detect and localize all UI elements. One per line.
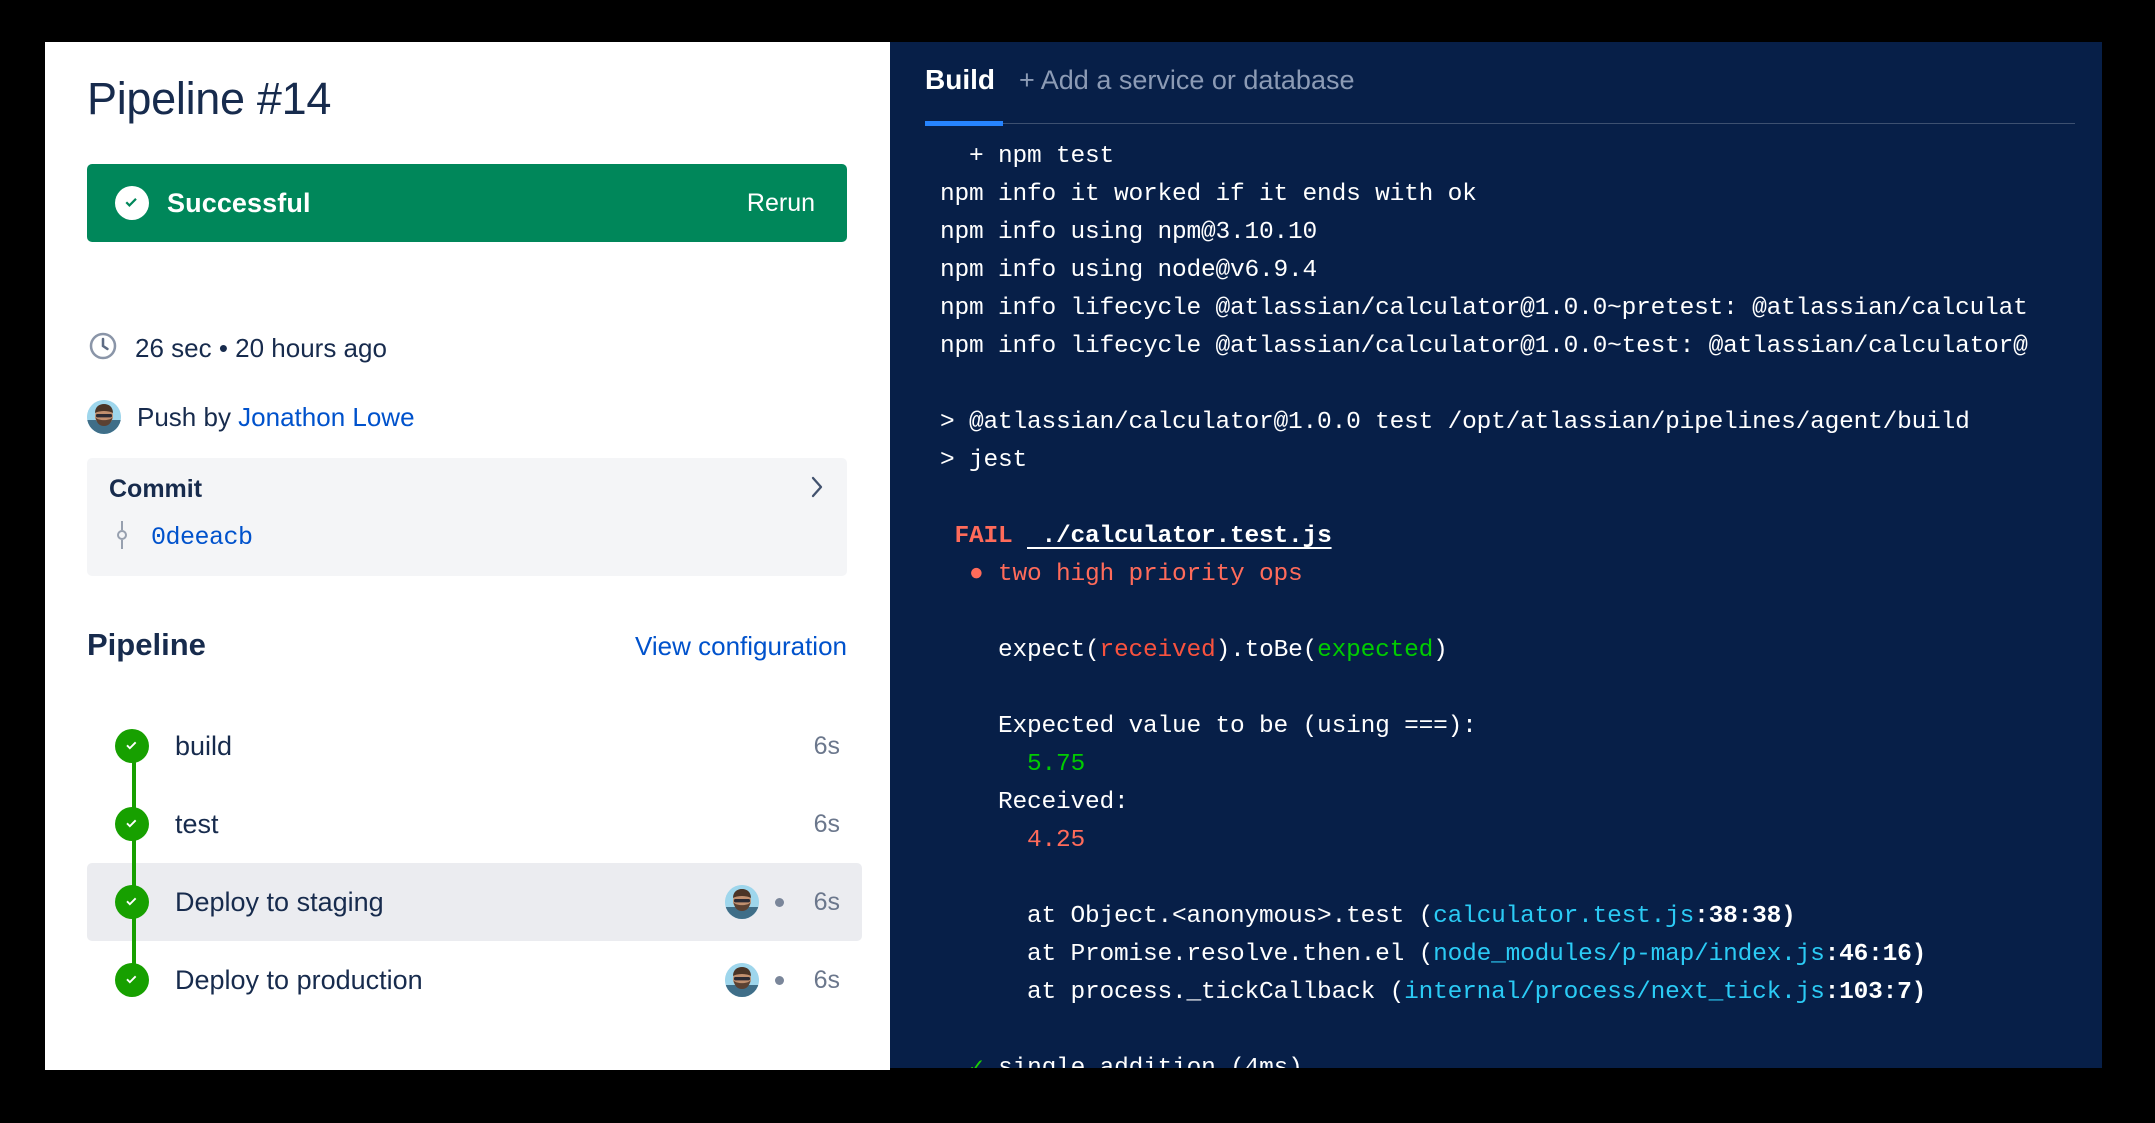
- step-separator-dot: [775, 975, 784, 985]
- pipeline-header: Pipeline View configuration: [87, 627, 847, 663]
- log-failing-test-name: ● two high priority ops: [940, 561, 1303, 588]
- log-stack-frame: at Object.<anonymous>.test (calculator.t…: [940, 903, 1796, 930]
- log-line: npm info using node@v6.9.4: [940, 257, 1318, 284]
- log-line: Expected value to be (using ===):: [940, 713, 1477, 740]
- rerun-button[interactable]: Rerun: [743, 183, 819, 224]
- step-duration: 6s: [813, 965, 840, 994]
- log-blank-line: [940, 860, 2102, 898]
- log-line: npm info it worked if it ends with ok: [940, 181, 1477, 208]
- step-success-icon: [115, 729, 149, 763]
- duration-row: 26 sec • 20 hours ago: [87, 330, 387, 367]
- log-line: > @atlassian/calculator@1.0.0 test /opt/…: [940, 409, 1970, 436]
- step-avatar: [725, 885, 759, 919]
- log-blank-line: [940, 670, 2102, 708]
- step-connector: [132, 902, 136, 980]
- log-stack-frame: at process._tickCallback (internal/proce…: [940, 979, 1927, 1006]
- check-circle-icon: [115, 186, 149, 220]
- commit-box: Commit 0deeacb: [87, 458, 847, 576]
- pipeline-heading: Pipeline: [87, 627, 206, 662]
- log-line: > jest: [940, 447, 1028, 474]
- page-title: Pipeline #14: [87, 73, 332, 124]
- push-prefix: Push by: [137, 401, 239, 432]
- step-meta: 6s: [800, 810, 840, 839]
- step-meta: 6s: [725, 963, 840, 997]
- log-stack-frame: at Promise.resolve.then.el (node_modules…: [940, 941, 1927, 968]
- log-blank-line: [940, 480, 2102, 518]
- commit-header: Commit: [109, 474, 825, 504]
- pipeline-summary-card: Pipeline #14 Successful Rerun 26 sec • 2…: [45, 42, 890, 1070]
- pipeline-step-row[interactable]: build 6s: [87, 707, 862, 785]
- build-log-panel: Build + Add a service or database + npm …: [890, 42, 2102, 1068]
- step-name: Deploy to production: [175, 964, 423, 995]
- step-separator-dot: [775, 897, 784, 907]
- add-service-or-database-button[interactable]: + Add a service or database: [1019, 65, 1355, 95]
- tab-active-indicator: [925, 121, 1003, 126]
- commit-node-icon: [115, 520, 129, 555]
- log-blank-line: [940, 594, 2102, 632]
- log-line: npm info lifecycle @atlassian/calculator…: [940, 295, 2028, 322]
- step-success-icon: [115, 807, 149, 841]
- author-link[interactable]: Jonathon Lowe: [238, 401, 415, 432]
- step-name: build: [175, 730, 233, 761]
- step-meta: 6s: [725, 885, 840, 919]
- pipeline-step-row[interactable]: Deploy to production 6s: [87, 941, 862, 1019]
- step-meta: 6s: [800, 732, 840, 761]
- log-line: npm info using npm@3.10.10: [940, 219, 1318, 246]
- log-expect-line: expect(received).toBe(expected): [940, 637, 1448, 664]
- log-output[interactable]: + npm test npm info it worked if it ends …: [890, 138, 2102, 1068]
- pipeline-step-row[interactable]: Deploy to staging 6s: [87, 863, 862, 941]
- terminal-tabs: Build + Add a service or database: [890, 42, 2102, 114]
- step-name: Deploy to staging: [175, 886, 384, 917]
- commit-heading: Commit: [109, 474, 203, 503]
- commit-sha-row: 0deeacb: [109, 520, 825, 555]
- step-success-icon: [115, 885, 149, 919]
- log-line: Received:: [940, 789, 1129, 816]
- status-label: Successful: [167, 187, 311, 218]
- status-banner-left: Successful: [115, 186, 311, 220]
- commit-sha-link[interactable]: 0deeacb: [151, 523, 253, 552]
- step-connector: [132, 746, 136, 824]
- log-passing-test: ✓ single addition (4ms): [940, 1050, 2102, 1068]
- view-configuration-link[interactable]: View configuration: [635, 631, 847, 661]
- push-author-row: Push by Jonathon Lowe: [87, 400, 415, 434]
- step-name: test: [175, 808, 219, 839]
- step-duration: 6s: [813, 809, 840, 838]
- step-avatar: [725, 963, 759, 997]
- step-duration: 6s: [813, 887, 840, 916]
- chevron-right-icon[interactable]: [809, 474, 825, 504]
- log-line: + npm test: [940, 143, 1115, 170]
- log-fail-header: FAIL ./calculator.test.js: [940, 523, 1332, 550]
- push-author-text: Push by Jonathon Lowe: [137, 402, 415, 433]
- status-banner: Successful Rerun: [87, 164, 847, 242]
- log-blank-line: [940, 366, 2102, 404]
- avatar: [87, 400, 121, 434]
- step-success-icon: [115, 963, 149, 997]
- tab-build[interactable]: Build: [925, 64, 995, 95]
- log-received-value: 4.25: [940, 827, 1086, 854]
- step-connector: [132, 824, 136, 902]
- tab-divider: [925, 123, 2075, 124]
- pipeline-step-row[interactable]: test 6s: [87, 785, 862, 863]
- log-blank-line: [940, 1012, 2102, 1050]
- log-line: npm info lifecycle @atlassian/calculator…: [940, 333, 2028, 360]
- duration-text: 26 sec • 20 hours ago: [135, 333, 387, 363]
- step-duration: 6s: [813, 731, 840, 760]
- pipeline-steps-list: build 6s test 6s Deploy to staging 6s Deploy t…: [87, 707, 862, 1019]
- clock-icon: [87, 330, 119, 367]
- log-expected-value: 5.75: [940, 751, 1086, 778]
